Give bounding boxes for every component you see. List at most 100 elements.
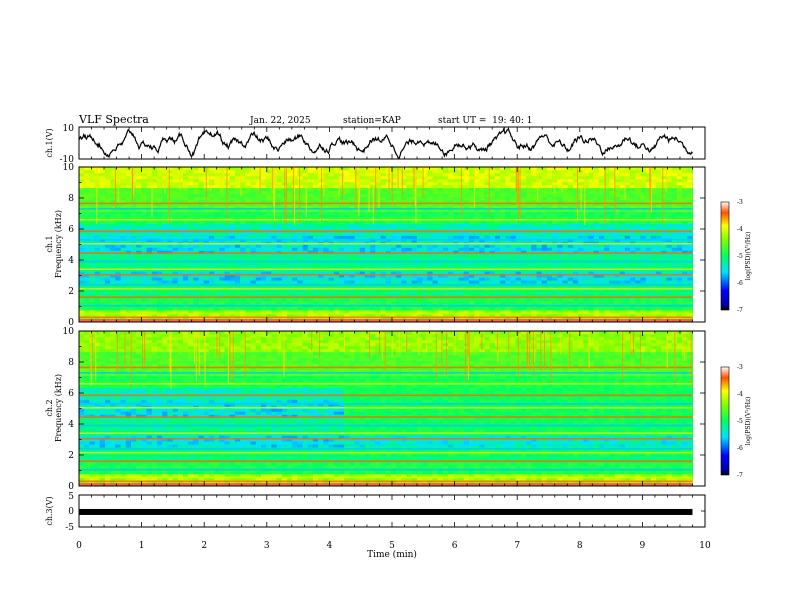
spectrogram-cell [546,187,553,192]
spectrogram-cell [115,205,121,210]
spectrogram-cell [458,226,465,230]
spectrogram-cell [489,310,496,314]
spectrogram-cell [505,307,511,311]
spectrogram-cell [307,277,314,281]
spectrogram-cell [79,178,85,183]
spectrogram-cell [375,184,381,189]
spectrogram-cell [520,220,527,224]
spectrogram-cell [323,211,329,215]
spectrogram-cell [463,292,470,296]
spectrogram-cell [141,235,147,239]
spectrogram-cell [110,190,116,195]
spectrogram-cell [427,211,433,215]
spectrogram-cell [245,214,251,218]
spectrogram-cell [396,301,402,305]
spectrogram-cell [390,298,397,302]
spectrogram-cell [177,277,184,281]
spectrogram-cell [416,205,423,210]
spectrogram-cell [520,172,527,177]
spectrogram-cell [136,208,142,213]
spectrogram-cell [302,253,309,257]
spectrogram-cell [323,289,329,293]
spectrogram-cell [416,196,423,201]
spectrogram-cell [432,292,439,296]
spectrogram-cell [297,310,303,314]
spectrogram-cell [494,256,501,260]
spectrogram-cell [312,310,319,314]
spectrogram-cell [177,205,184,210]
spectrogram-cell [84,172,90,177]
spectrogram-cell [437,301,444,305]
spectrogram-cell [312,178,319,183]
spectrogram-cell [297,280,303,284]
spectrogram-cell [380,244,387,248]
spectrogram-cell [208,247,215,251]
spectrogram-cell [276,271,283,275]
spectrogram-cell [416,232,423,236]
spectrogram-cell [442,187,449,192]
spectrogram-cell [375,208,381,213]
spectrogram-cell [546,181,553,186]
spectrogram-cell [479,286,485,290]
spectrogram-cell [94,232,101,236]
spectrogram-cell [162,226,168,230]
spectrogram-cell [110,214,116,218]
spectrogram-cell [120,313,127,317]
spectrogram-cell [79,181,85,186]
spectrogram-cell [380,289,387,293]
spectrogram-cell [494,208,501,213]
spectrogram-cell [141,214,147,218]
spectrogram-cell [333,167,340,171]
spectrogram-cell [442,190,449,195]
spectrogram-cell [344,196,350,201]
ch1-ytick-top: 10 [63,124,75,134]
spectrogram-cell [104,167,111,171]
spectrogram-cell [198,226,205,230]
spectrogram-cell [541,307,548,311]
spectrogram-cell [364,292,371,296]
spectrogram-cell [546,167,553,171]
spectrogram-cell [146,181,153,186]
spectrogram-cell [250,274,257,278]
spectrogram-cell [328,247,335,251]
spectrogram-cell [427,265,433,269]
spectrogram-cell [468,265,475,269]
spectrogram-cell [110,226,116,230]
spectrogram-cell [318,220,324,224]
spectrogram-cell [297,292,303,296]
spectrogram-cell [520,214,527,218]
spectrogram-cell [245,274,251,278]
spectrogram-cell [115,235,121,239]
spectrogram-cell [536,190,543,195]
spectrogram-cell [411,187,418,192]
spectrogram-cell [406,310,413,314]
spectrogram-cell [286,169,293,174]
spectrogram-cell [208,214,215,218]
spectrogram-cell [208,169,215,174]
spectrogram-cell [286,196,293,201]
spectrogram-cell [193,223,199,227]
spectrogram-cell [546,214,553,218]
spectrogram-cell [422,253,428,257]
spectrogram-cell [474,184,480,189]
spectrogram-cell [500,271,506,275]
spectrogram-cell [162,301,168,305]
spectrogram-cell [110,220,116,224]
spectrogram-cell [541,280,548,284]
spectrogram-cell [318,292,324,296]
spectrogram-cell [245,181,251,186]
spectrogram-cell [359,199,366,204]
spectrogram-cell [458,232,465,236]
spectrogram-cell [489,223,496,227]
spectrogram-cell [104,205,111,210]
spectrogram-cell [172,172,179,177]
spectrogram-cell [271,289,277,293]
spectrogram-cell [260,202,267,207]
spectrogram-cell [146,262,153,266]
spectrogram-cell [156,247,163,251]
spectrogram-cell [297,226,303,230]
spectrogram-cell [541,250,548,254]
spectrogram-cell [349,292,355,296]
spectrogram-cell [406,226,413,230]
spectrogram-cell [526,220,532,224]
